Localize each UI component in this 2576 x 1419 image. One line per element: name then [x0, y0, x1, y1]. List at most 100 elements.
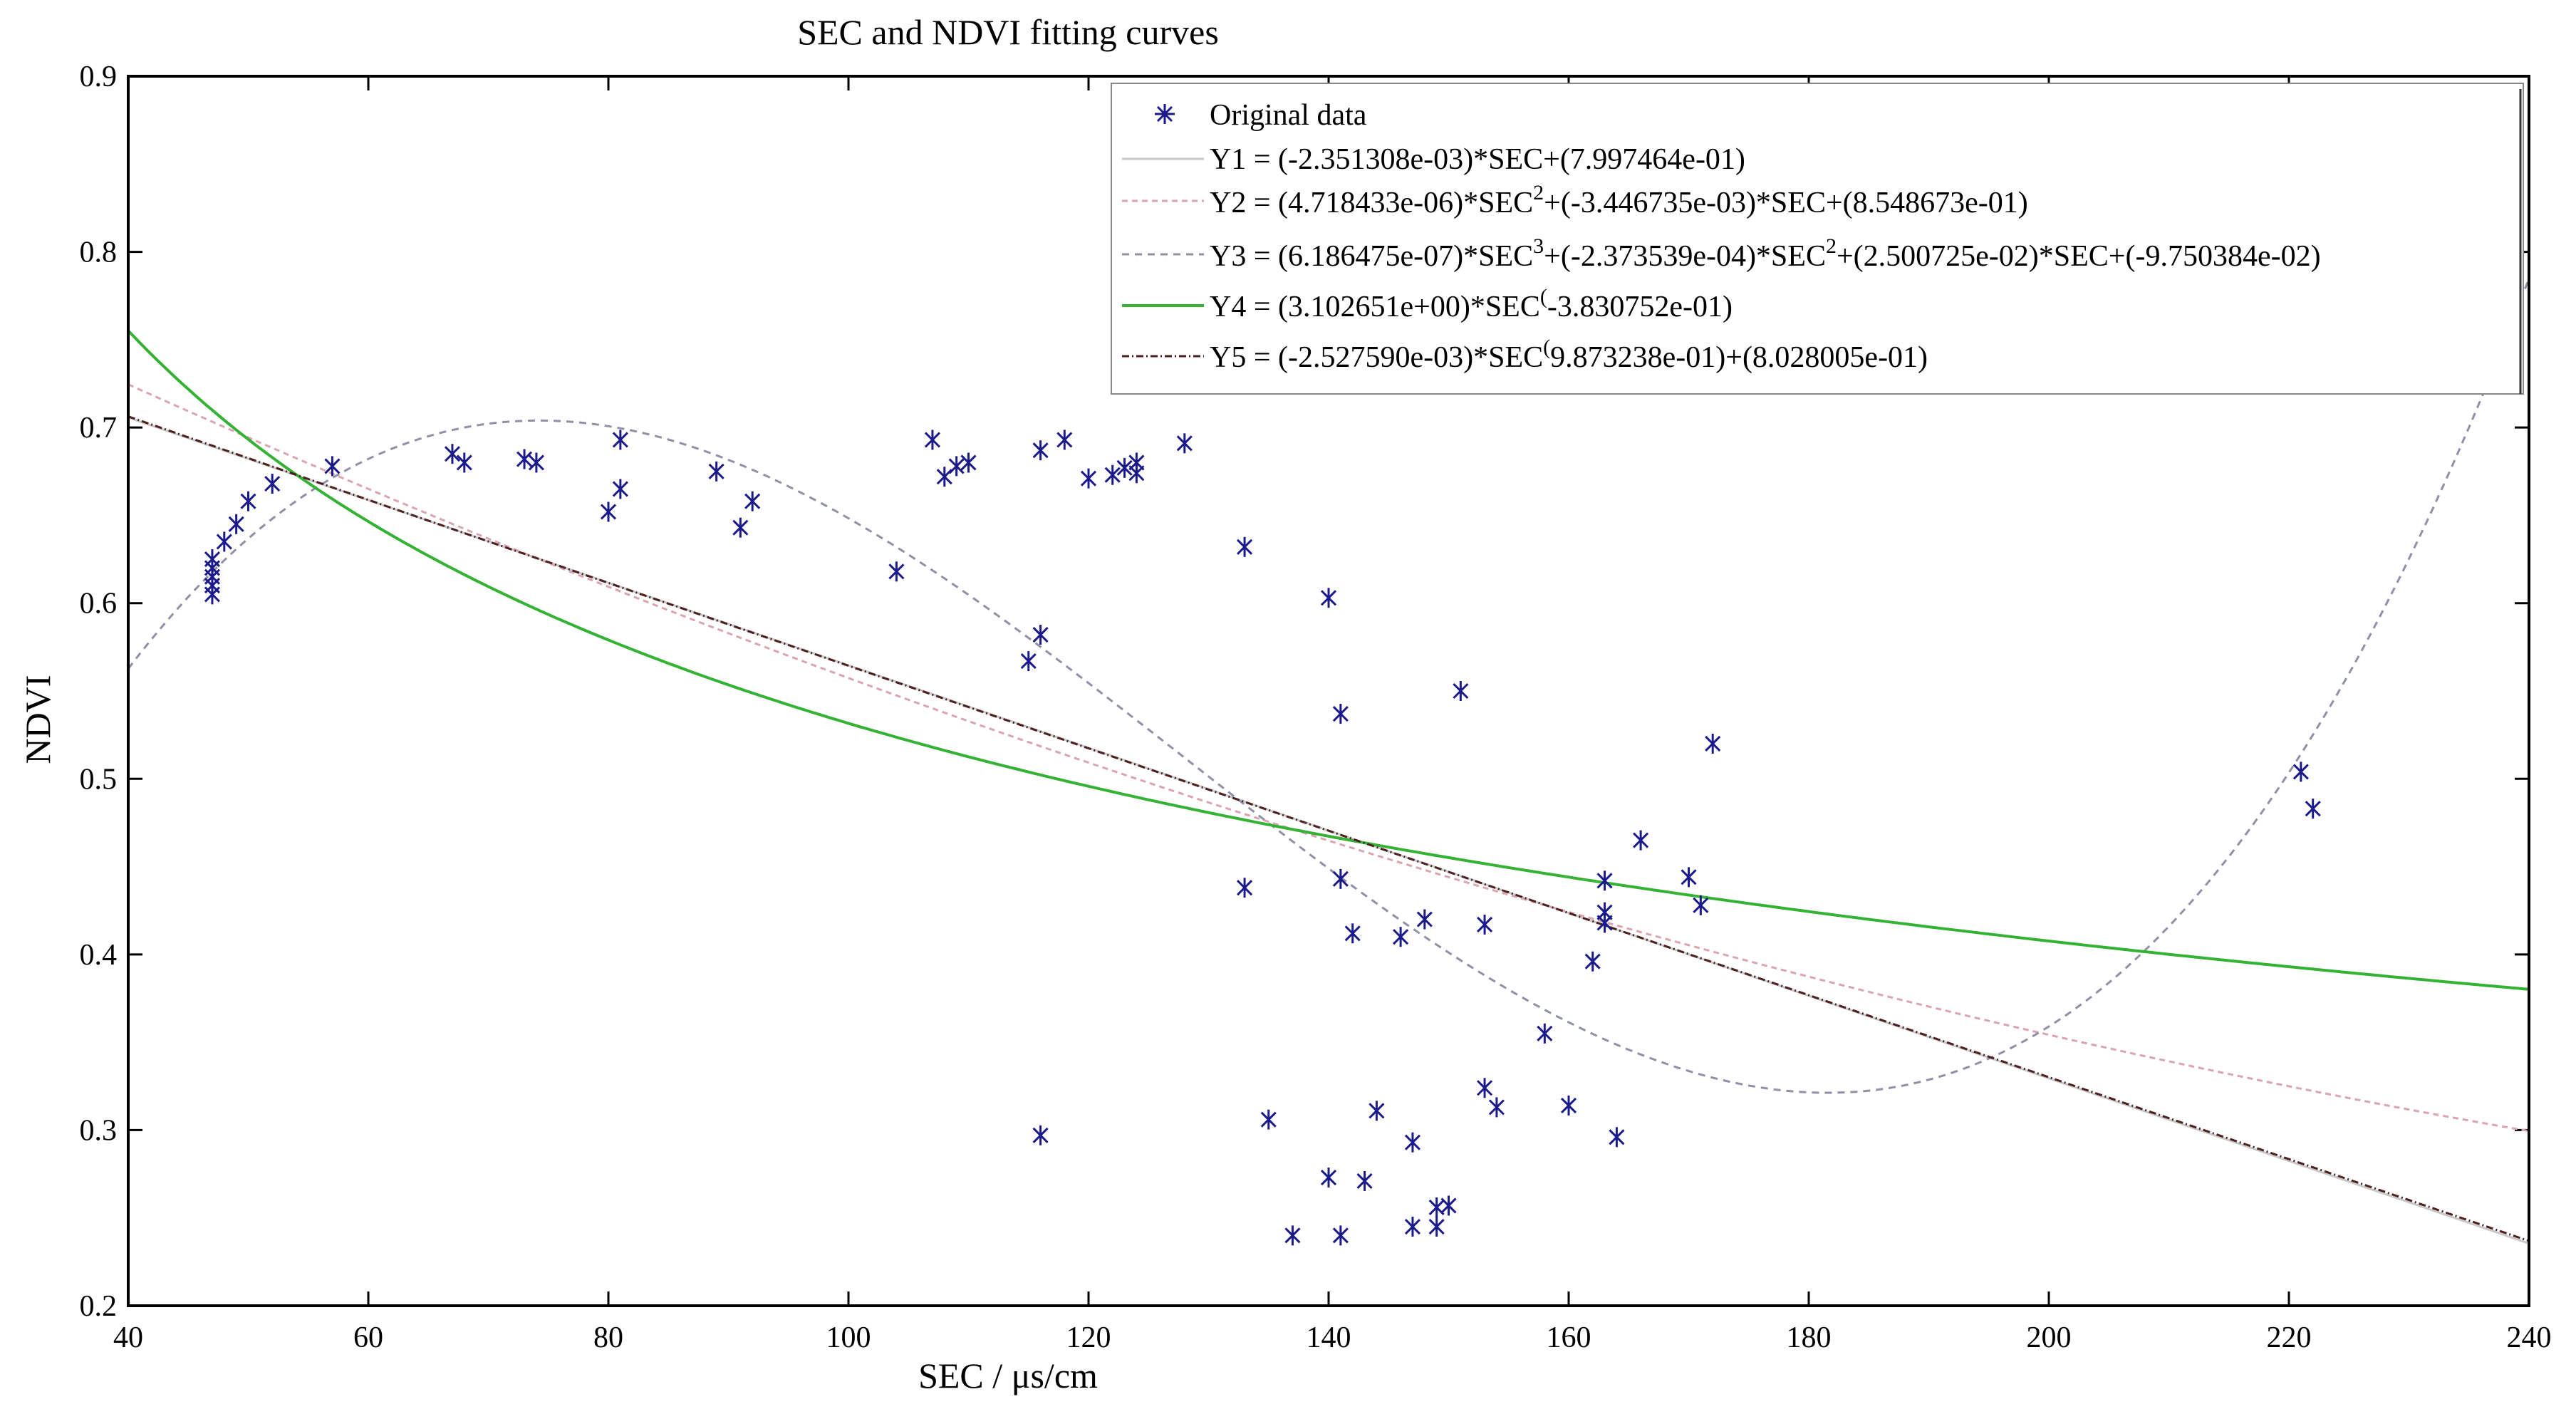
data-point: [1596, 902, 1613, 922]
data-point: [204, 549, 221, 570]
y-tick-label: 0.7: [80, 412, 118, 445]
legend-y3-part-c: +(2.500725e-02)*SEC+(-9.750384e-02): [1837, 240, 2321, 273]
legend: Original data Y1 = (-2.351308e-03)*SEC+(…: [1111, 83, 2524, 395]
data-point: [708, 461, 724, 482]
data-points: [204, 430, 2321, 1246]
legend-box: [1111, 83, 2524, 395]
y-tick-label: 0.6: [80, 588, 118, 620]
data-point: [1176, 433, 1193, 454]
data-point: [1236, 536, 1253, 557]
y-tick-label: 0.4: [80, 939, 118, 972]
data-point: [1476, 914, 1493, 935]
data-point: [1488, 1097, 1505, 1118]
data-point: [1356, 1170, 1373, 1191]
data-point: [1633, 830, 1649, 851]
data-point: [960, 452, 977, 473]
data-point: [948, 456, 965, 477]
x-tick-label: 60: [353, 1321, 383, 1354]
legend-item-y5: Y5 = (-2.527590e-03)*SEC(9.873238e-01)+(…: [1122, 336, 1928, 374]
legend-label-original: Original data: [1210, 99, 1367, 132]
fit-curve-power: [127, 329, 2530, 991]
data-point: [1609, 1127, 1625, 1148]
data-point: [1020, 651, 1037, 672]
legend-y4-sup: (: [1540, 285, 1547, 308]
data-point: [1404, 1217, 1421, 1237]
data-point: [1332, 868, 1349, 889]
data-point: [1056, 430, 1073, 450]
legend-y3-part-a: Y3 = (6.186475e-07)*SEC: [1210, 240, 1533, 273]
legend-label-y3: Y3 = (6.186475e-07)*SEC3+(-2.373539e-04)…: [1210, 234, 2321, 273]
x-tick-label: 120: [1066, 1321, 1111, 1354]
data-point: [1080, 468, 1097, 489]
fit-curve-power_offset: [128, 415, 2530, 1242]
data-point: [228, 514, 244, 534]
data-point: [1104, 464, 1121, 485]
data-point: [1537, 1023, 1553, 1044]
data-point: [1032, 1125, 1049, 1145]
legend-y5-sup: (: [1543, 336, 1550, 359]
data-point: [1416, 909, 1433, 930]
data-point: [1344, 923, 1361, 944]
data-point: [528, 452, 544, 473]
y-tick-label: 0.3: [80, 1114, 118, 1147]
data-point: [324, 456, 341, 477]
legend-item-original-data: Original data: [1155, 99, 1367, 132]
data-point: [264, 474, 281, 494]
y-axis-label: NDVI: [18, 675, 58, 764]
y-tick-label: 0.8: [80, 236, 118, 269]
data-point: [1404, 1132, 1421, 1153]
data-point: [1428, 1217, 1445, 1237]
legend-y2-part-b: +(-3.446735e-03)*SEC+(8.548673e-01): [1544, 187, 2028, 219]
data-point: [1453, 681, 1469, 701]
data-point: [888, 561, 905, 582]
data-point: [2292, 762, 2309, 782]
data-point: [204, 584, 221, 605]
data-point: [1368, 1101, 1385, 1121]
data-point: [612, 479, 628, 499]
x-tick-label: 140: [1307, 1321, 1351, 1354]
legend-item-y2: Y2 = (4.718433e-06)*SEC2+(-3.446735e-03)…: [1122, 181, 2028, 219]
x-tick-label: 160: [1547, 1321, 1591, 1354]
data-point: [612, 430, 628, 450]
y-tick-label: 0.5: [80, 763, 118, 796]
legend-item-y3: Y3 = (6.186475e-07)*SEC3+(-2.373539e-04)…: [1122, 234, 2321, 273]
legend-label-y2: Y2 = (4.718433e-06)*SEC2+(-3.446735e-03)…: [1210, 181, 2028, 219]
data-point: [1284, 1225, 1301, 1246]
plot-frame: [127, 75, 2530, 1307]
fitted-curves: [127, 278, 2530, 1245]
data-point: [1681, 867, 1697, 888]
legend-item-y1: Y1 = (-2.351308e-03)*SEC+(7.997464e-01): [1122, 143, 1745, 176]
x-tick-label: 240: [2507, 1321, 2552, 1354]
fit-curve-cubic: [127, 278, 2530, 1094]
data-point: [1476, 1078, 1493, 1098]
data-point: [732, 517, 749, 538]
legend-y4-part-a: Y4 = (3.102651e+00)*SEC: [1210, 291, 1540, 323]
data-point: [456, 452, 472, 473]
data-point: [444, 444, 461, 464]
legend-y5-part-a: Y5 = (-2.527590e-03)*SEC: [1210, 341, 1543, 374]
data-point: [1584, 951, 1601, 972]
data-point: [216, 531, 232, 552]
legend-y4-part-b: -3.830752e-01): [1547, 291, 1733, 323]
x-tick-label: 100: [826, 1321, 871, 1354]
data-point: [1032, 625, 1049, 645]
data-point: [924, 430, 941, 450]
x-tick-label: 80: [593, 1321, 623, 1354]
y-tick-label: 0.9: [80, 61, 118, 93]
data-point: [1032, 440, 1049, 461]
legend-y5-part-b: 9.873238e-01)+(8.028005e-01): [1550, 341, 1928, 374]
data-point: [1705, 733, 1721, 754]
legend-y3-sup2: 2: [1826, 234, 1837, 258]
data-point: [600, 501, 617, 522]
x-tick-label: 180: [1787, 1321, 1832, 1354]
data-point: [516, 449, 533, 469]
data-point: [2305, 799, 2321, 819]
legend-y3-sup1: 3: [1533, 234, 1544, 258]
data-point: [1320, 1168, 1337, 1188]
legend-label-y4: Y4 = (3.102651e+00)*SEC(-3.830752e-01): [1210, 285, 1733, 323]
data-point: [1320, 588, 1337, 608]
data-point: [1236, 878, 1253, 898]
data-point: [1560, 1095, 1577, 1116]
legend-item-y4: Y4 = (3.102651e+00)*SEC(-3.830752e-01): [1122, 285, 1733, 323]
